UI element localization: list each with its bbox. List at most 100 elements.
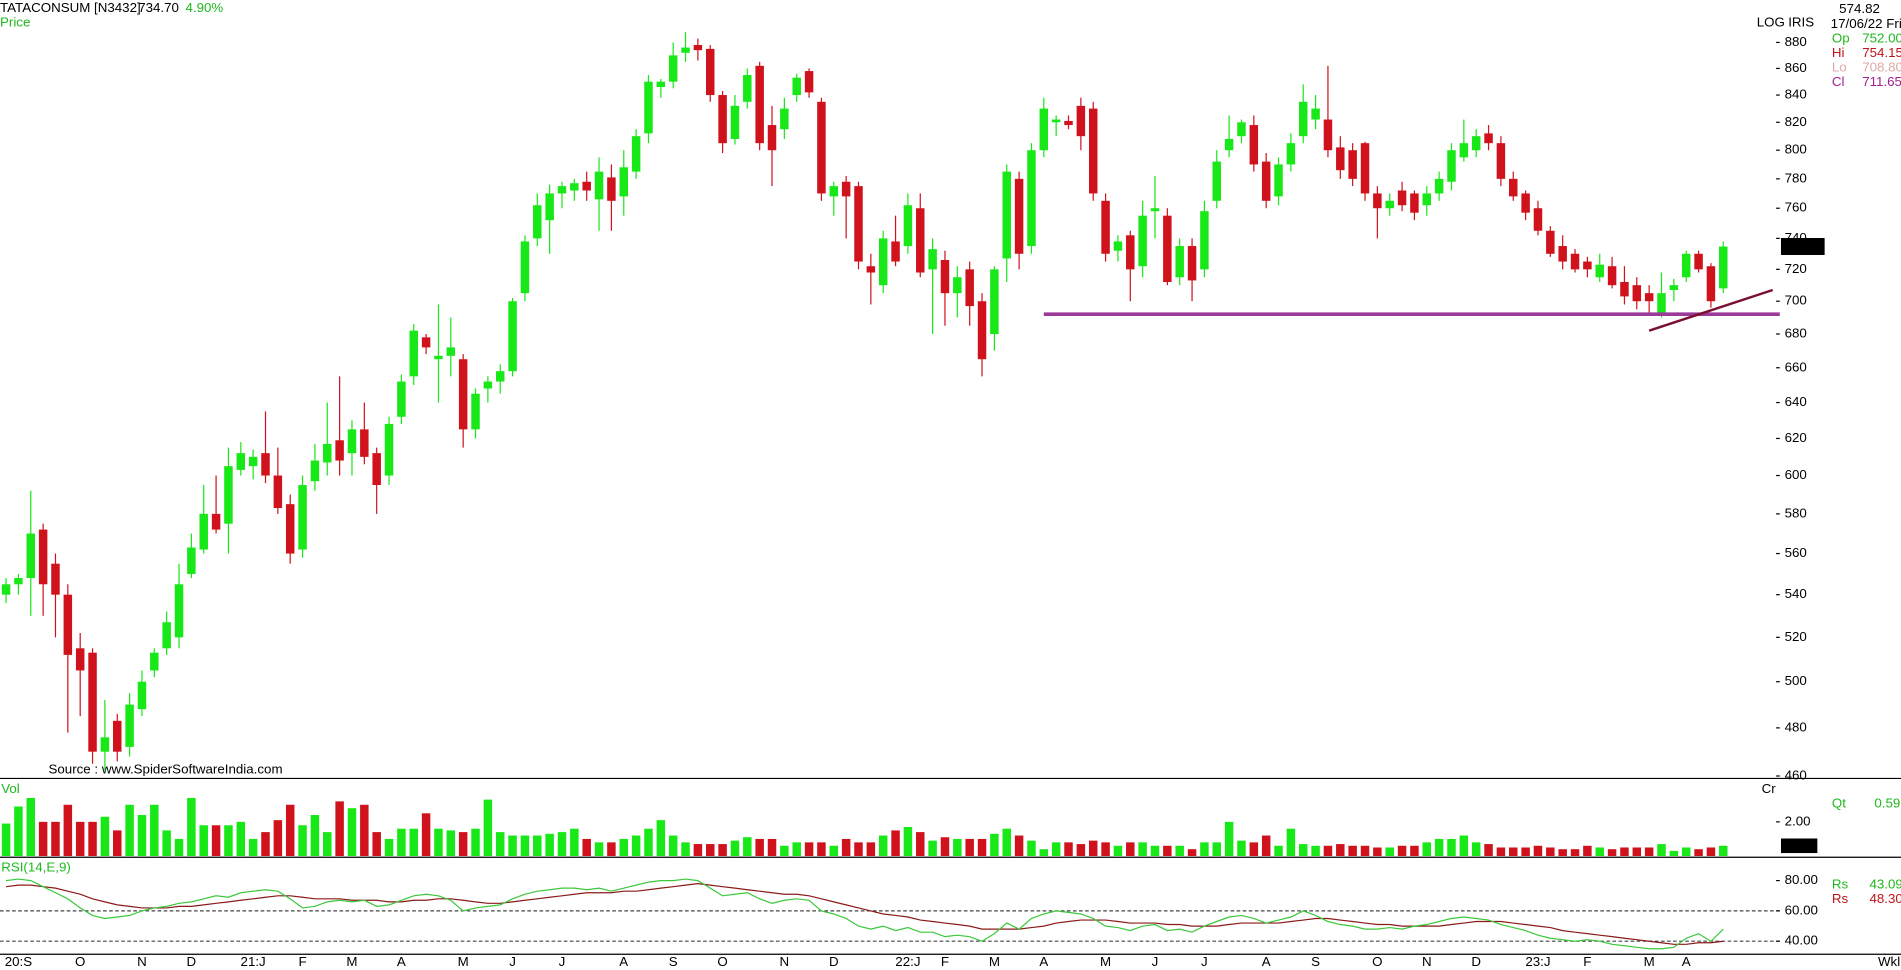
- candle-body: [1, 584, 11, 595]
- y-tick-label: 560: [1785, 545, 1807, 560]
- volume-bar: [174, 838, 184, 857]
- field-key: Hi: [1832, 45, 1845, 60]
- candle-body: [1447, 150, 1456, 182]
- volume-bar: [1521, 847, 1530, 857]
- volume-bar: [1360, 845, 1370, 857]
- candle-body: [236, 453, 246, 470]
- volume-bar: [1200, 842, 1209, 857]
- candle-body: [953, 277, 962, 294]
- y-tick-label: 680: [1785, 326, 1807, 341]
- volume-bar: [619, 838, 629, 857]
- candle-body: [14, 578, 23, 585]
- candle-body: [1163, 215, 1172, 282]
- volume-bar: [780, 845, 789, 857]
- volume-bar: [446, 830, 456, 857]
- x-tick-label: 23:J: [1525, 954, 1550, 969]
- volume-bar: [508, 835, 517, 857]
- candle-body: [1657, 293, 1666, 315]
- last-price: 734.70: [138, 0, 179, 15]
- volume-bar: [1298, 844, 1308, 857]
- candle-body: [384, 423, 394, 476]
- y-tick-label: 540: [1785, 586, 1807, 601]
- field-key: Op: [1832, 30, 1850, 45]
- x-tick-label: M: [458, 954, 469, 969]
- rsi-line: [5, 878, 1724, 950]
- y-tick-label: 580: [1785, 505, 1807, 520]
- volume-bar: [1323, 845, 1333, 857]
- candle-body: [508, 301, 517, 372]
- candle-body: [1298, 101, 1308, 137]
- field-value: 752.00: [1862, 30, 1901, 45]
- volume-bar: [1311, 845, 1320, 857]
- candle-body: [434, 355, 443, 360]
- x-tick-label: F: [941, 954, 949, 969]
- candle-body: [360, 429, 369, 457]
- volume-bar: [1570, 849, 1580, 857]
- candle-body: [1521, 193, 1530, 213]
- candle-body: [211, 513, 221, 530]
- field-key: Lo: [1832, 59, 1847, 74]
- candle-body: [1113, 241, 1123, 251]
- x-tick-label: F: [298, 954, 306, 969]
- volume-bar: [1261, 835, 1271, 857]
- x-tick-label: D: [1471, 954, 1481, 969]
- candle-body: [1496, 143, 1506, 179]
- candle-body: [1694, 253, 1703, 270]
- candle-body: [1249, 125, 1259, 165]
- candle-body: [631, 136, 641, 172]
- candle-body: [1607, 266, 1617, 286]
- volume-bar: [236, 821, 246, 857]
- y-tick-label: 820: [1785, 114, 1807, 129]
- volume-bar: [1373, 847, 1382, 857]
- candle-body: [1274, 164, 1283, 197]
- volume-bar: [409, 828, 418, 857]
- candle-body: [1632, 285, 1642, 302]
- volume-bar: [125, 804, 134, 857]
- volume-bar: [199, 825, 208, 857]
- x-tick-label: N: [137, 954, 147, 969]
- volume-bar: [977, 838, 987, 857]
- theme: IRIS: [1788, 15, 1814, 30]
- x-tick-label: A: [397, 954, 406, 969]
- candle-body: [1336, 147, 1345, 171]
- y-tick-label: 700: [1785, 293, 1807, 308]
- volume-bar: [360, 804, 369, 857]
- candle-body: [1051, 119, 1061, 123]
- period: Wkl: [1878, 954, 1900, 969]
- volume-bar: [1706, 847, 1716, 857]
- volume-bar: [1459, 835, 1469, 857]
- volume-bar: [1002, 828, 1011, 857]
- change: 4.90%: [185, 0, 223, 15]
- volume-bar: [607, 842, 616, 857]
- candle-body: [1064, 120, 1073, 126]
- field-key: Cl: [1832, 74, 1845, 89]
- volume-bar: [1286, 828, 1296, 857]
- volume-bar: [582, 838, 591, 857]
- volume-bar: [1471, 842, 1481, 857]
- candle-body: [693, 45, 703, 51]
- volume-bar: [928, 840, 937, 857]
- candle-body: [310, 460, 320, 482]
- x-tick-label: D: [829, 954, 839, 969]
- volume-bar: [1533, 845, 1543, 857]
- x-tick-label: J: [559, 954, 566, 969]
- candle-body: [1509, 178, 1518, 197]
- volume-bar: [1558, 849, 1567, 857]
- panel-label: Price: [0, 15, 30, 30]
- volume-bar: [224, 825, 233, 857]
- volume-bar: [323, 832, 332, 857]
- candle-body: [804, 71, 814, 93]
- y-tick-label: 480: [1785, 719, 1807, 734]
- candle-body: [51, 563, 60, 595]
- candle-body: [347, 429, 357, 454]
- candle-body: [187, 547, 196, 574]
- candle-body: [75, 648, 85, 671]
- candle-body: [730, 105, 740, 139]
- y-tick-label: 660: [1785, 359, 1807, 374]
- candle-body: [1570, 253, 1580, 270]
- volume-bar: [1509, 847, 1518, 857]
- candle-body: [1027, 150, 1036, 247]
- candle-body: [965, 269, 974, 307]
- volume-bar: [113, 830, 122, 857]
